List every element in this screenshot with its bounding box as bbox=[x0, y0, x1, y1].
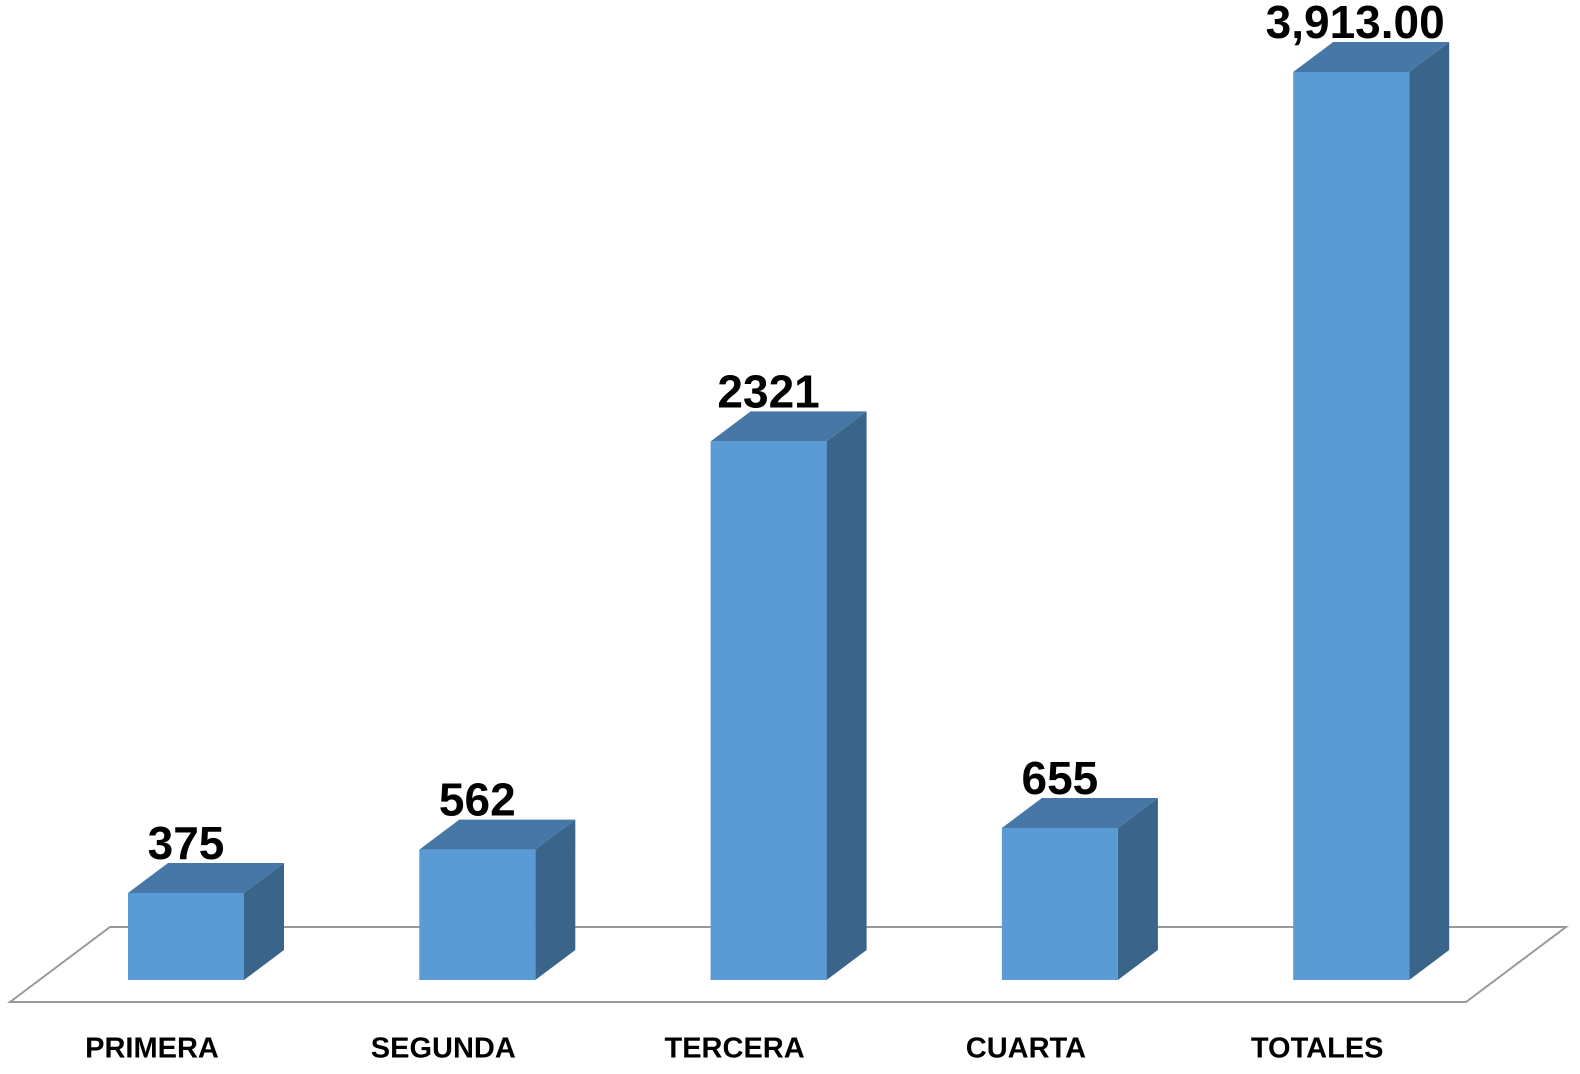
bar-top bbox=[1001, 798, 1158, 829]
data-label: 375 bbox=[148, 817, 225, 869]
bar bbox=[1001, 828, 1118, 980]
x-tick-label: TERCERA bbox=[665, 1033, 805, 1065]
bar-side bbox=[1117, 798, 1158, 980]
x-tick-label: PRIMERA bbox=[85, 1033, 219, 1065]
data-label: 3,913.00 bbox=[1266, 0, 1445, 48]
bar-top bbox=[128, 862, 284, 893]
data-label: 562 bbox=[439, 774, 516, 826]
data-label: 655 bbox=[1022, 752, 1099, 804]
bar bbox=[128, 892, 244, 980]
bar-side bbox=[244, 862, 284, 980]
bar-side bbox=[535, 819, 576, 980]
bar-side bbox=[1409, 42, 1450, 980]
bar-top bbox=[710, 411, 867, 442]
x-tick-label: TOTALES bbox=[1251, 1033, 1384, 1065]
bar-side bbox=[826, 411, 867, 981]
x-tick-label: SEGUNDA bbox=[371, 1033, 516, 1065]
x-tick-label: CUARTA bbox=[966, 1033, 1086, 1065]
bar bbox=[710, 441, 827, 981]
bar bbox=[1293, 72, 1410, 980]
data-label: 2321 bbox=[717, 366, 819, 418]
bar bbox=[419, 849, 536, 980]
bar-top bbox=[419, 819, 576, 850]
bar-top bbox=[1293, 42, 1450, 72]
